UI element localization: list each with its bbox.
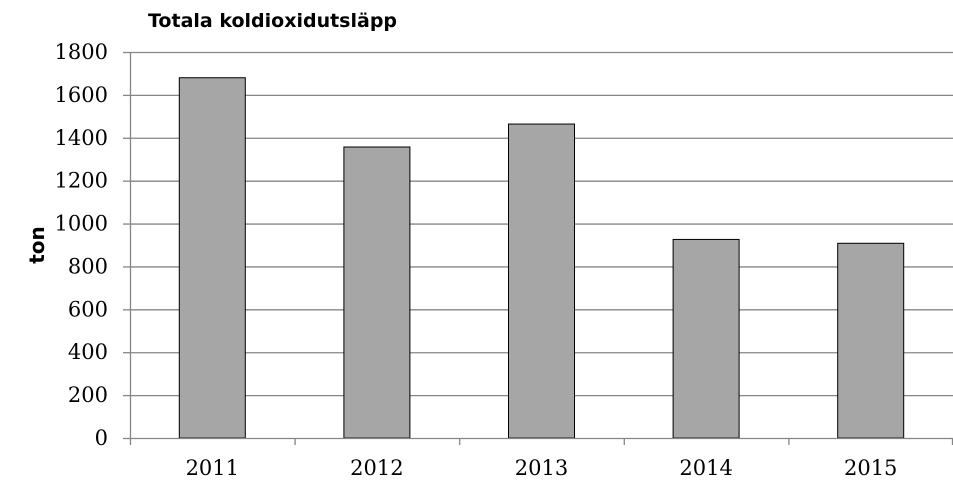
y-axis-label: ton — [25, 226, 49, 264]
x-tick-label: 2014 — [679, 456, 732, 480]
x-tick-label: 2012 — [350, 456, 403, 480]
bars — [178, 77, 905, 439]
bar-2014 — [672, 238, 740, 439]
axes — [123, 51, 953, 445]
y-tick-label: 600 — [68, 297, 108, 321]
bar-2011 — [178, 77, 246, 439]
y-tick-label: 800 — [68, 254, 108, 278]
bar-2015 — [837, 242, 905, 439]
x-tick-labels: 2011 2012 2013 2014 2015 — [186, 456, 898, 480]
bar-2013 — [508, 123, 575, 439]
y-tick-label: 1800 — [55, 40, 108, 64]
x-tick-label: 2013 — [515, 456, 568, 480]
x-tick-label: 2011 — [186, 456, 239, 480]
y-tick-label: 1200 — [55, 169, 108, 193]
y-tick-label: 400 — [68, 340, 108, 364]
y-tick-label: 0 — [95, 426, 108, 450]
x-tick-label: 2015 — [844, 456, 897, 480]
y-tick-label: 200 — [68, 383, 108, 407]
chart-title: Totala koldioxidutsläpp — [148, 10, 397, 32]
y-tick-label: 1000 — [55, 212, 108, 236]
y-tick-label: 1600 — [55, 83, 108, 107]
y-tick-labels: 0 200 400 600 800 1000 1200 1400 1600 1800 — [55, 40, 108, 450]
bar-2012 — [343, 146, 411, 439]
y-tick-label: 1400 — [55, 126, 108, 150]
